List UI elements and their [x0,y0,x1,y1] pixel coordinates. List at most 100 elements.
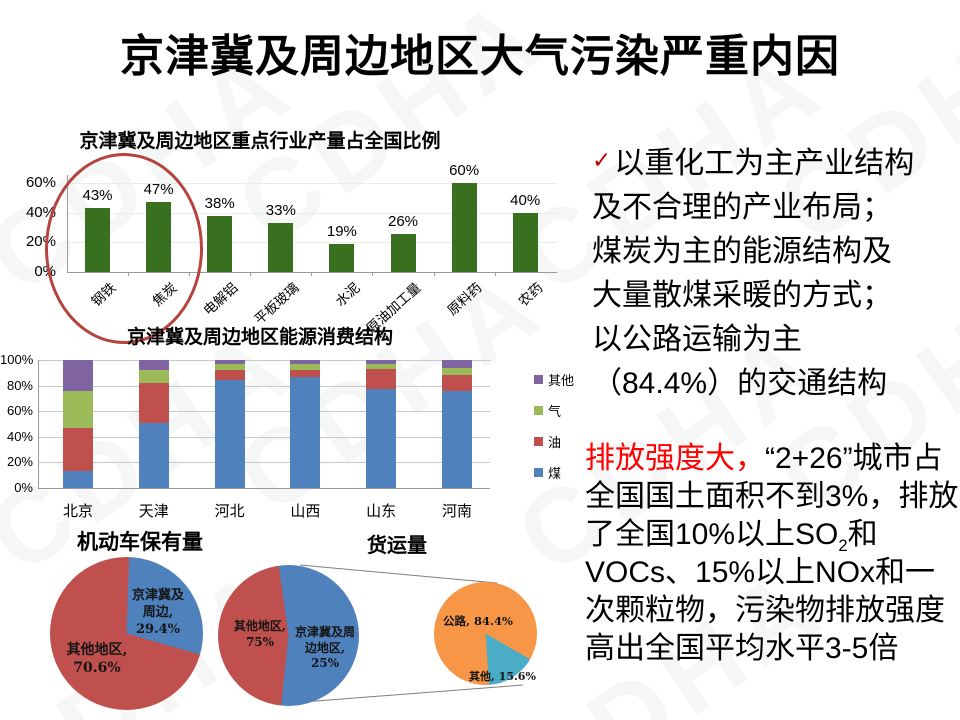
pie-charts: 机动车保有量 货运量 京津冀及周边, 29.4% 其他地区, 70.6% 其他地… [0,518,600,720]
stacked-bar-segment [138,370,169,384]
legend-swatch [534,375,543,384]
stacked-bar-segment [290,360,321,364]
gridline [38,437,490,438]
stacked-bar-segment [63,427,93,472]
chart-title: 货运量 [367,533,427,557]
bar-column [451,183,477,272]
pie-slice-label: 公路, 84.4% [443,614,513,628]
category-label: 北京 [62,503,93,520]
stacked-bar-segment [214,363,245,371]
axis-tick [494,272,496,276]
legend-item: 煤 [534,463,574,482]
gridline [38,360,490,361]
stacked-bar-segment [366,368,397,390]
pie-slice-label: 京津冀及周边地区, 25% [294,625,355,671]
bar-column [329,243,355,272]
emission-body-text: “2+26”城市占全国国土面积不到3%，排放了全国10%以上SO [585,442,959,551]
stacked-bar-segment [214,360,245,364]
stacked-bar-segment [138,383,169,423]
bar-value-label: 60% [449,162,480,180]
category-label: 河南 [441,503,472,520]
gridline [67,183,557,184]
stacked-bar-segment [442,390,472,488]
pie-connector-lines [299,564,524,703]
y-axis-tick-label: 60% [6,403,33,418]
bullet-line: 及不合理的产业布局； [592,191,892,224]
stacked-bar-segment [366,389,397,488]
stacked-bar-segment [63,390,93,428]
y-axis-tick-label: 20% [6,454,33,469]
y-axis-tick-label: 80% [6,378,33,393]
axis-tick [311,272,313,276]
stacked-bar-segment [63,471,93,488]
axis-tick [250,272,252,276]
gridline [38,386,490,387]
bullet-line: 煤炭为主的能源结构及 [592,235,892,268]
emission-body-text: 和VOCs、15%以上NOx和一次颗粒物，污染物排放强度高出全国平均水平3-5倍 [585,518,945,665]
bullet-line: 大量散煤采暖的方式； [592,279,892,312]
category-label: 天津 [138,503,169,520]
chart-title: 京津冀及周边地区能源消费结构 [126,326,393,348]
bar-value-label: 19% [326,222,357,240]
emission-intensity-text: 排放强度大，“2+26”城市占全国国土面积不到3%，排放了全国10%以上SO2和… [585,440,960,668]
chart-title: 京津冀及周边地区重点行业产量占全国比例 [79,130,441,152]
pie-slice-label: 其他地区, 70.6% [66,642,128,677]
legend-item: 油 [534,432,574,451]
industry-bar-chart: 京津冀及周边地区重点行业产量占全国比例 0% 20% 40% 60% 43% 钢铁… [0,120,575,344]
legend-label: 煤 [548,466,562,481]
y-axis-tick-label: 60% [25,174,56,191]
axis-tick [433,272,435,276]
bar-value-label: 33% [265,202,296,220]
stacked-bar-segment [138,360,169,371]
bullet-line-text: 以重化工为主产业结构 [614,147,915,180]
y-axis-tick-label: 40% [6,429,33,444]
bar-column [390,233,416,272]
category-label: 山东 [366,503,397,520]
bar-value-label: 26% [387,212,419,230]
pie-slice-label: 其他, 15.6% [469,670,536,683]
so2-subscript: 2 [838,537,848,555]
bar-column [268,223,294,272]
gridline [67,213,557,214]
stacked-bar-segment [214,380,245,488]
gridline [38,462,490,463]
gridline [67,242,557,243]
freight-breakdown-sub-pie [434,582,537,685]
legend-label: 其他 [548,373,575,388]
checkmark-icon: ✓ [592,147,612,173]
pie-slice-label: 其他地区, 75% [233,619,287,649]
stacked-bar-segment [366,360,397,364]
legend-swatch [534,406,543,415]
bar-value-label: 38% [204,194,235,212]
stacked-bar-segment [290,363,321,371]
stacked-bar-segment [290,376,321,488]
legend-label: 气 [548,404,562,419]
bar-value-label: 40% [510,191,541,209]
stacked-bar-segment [138,422,169,488]
gridline [38,411,490,412]
legend-swatch [534,437,543,446]
bullet-line: 以公路运输为主 [592,323,802,356]
stacked-bar-segment [442,360,472,368]
stacked-bar-segment [63,360,93,391]
stacked-bar-segment [214,370,245,381]
y-axis-tick-label: 0% [14,480,33,495]
stacked-bar-segment [290,370,321,377]
category-label: 河北 [214,503,245,520]
stacked-bar-segment [442,367,472,376]
stacked-bar-segment [442,375,472,391]
x-axis-line [38,488,490,489]
vehicle-ownership-pie [50,557,203,710]
legend-label: 油 [548,435,562,450]
bullet-line: ✓ 以重化工为主产业结构 [592,138,960,186]
key-points-text: ✓ 以重化工为主产业结构 及不合理的产业布局； 煤炭为主的能源结构及 大量散煤采暖… [592,138,960,406]
emission-lead-text: 排放强度大， [585,442,765,475]
bullet-line: （84.4%）的交通结构 [592,367,888,400]
freight-volume-pie [218,565,359,706]
pie-slice-label: 京津冀及周边, 29.4% [131,588,184,637]
legend-item: 其他 [534,370,574,389]
legend-item: 气 [534,401,574,420]
legend: 其他气油煤 [534,370,574,482]
page-title: 京津冀及周边地区大气污染严重内因 [120,32,840,81]
